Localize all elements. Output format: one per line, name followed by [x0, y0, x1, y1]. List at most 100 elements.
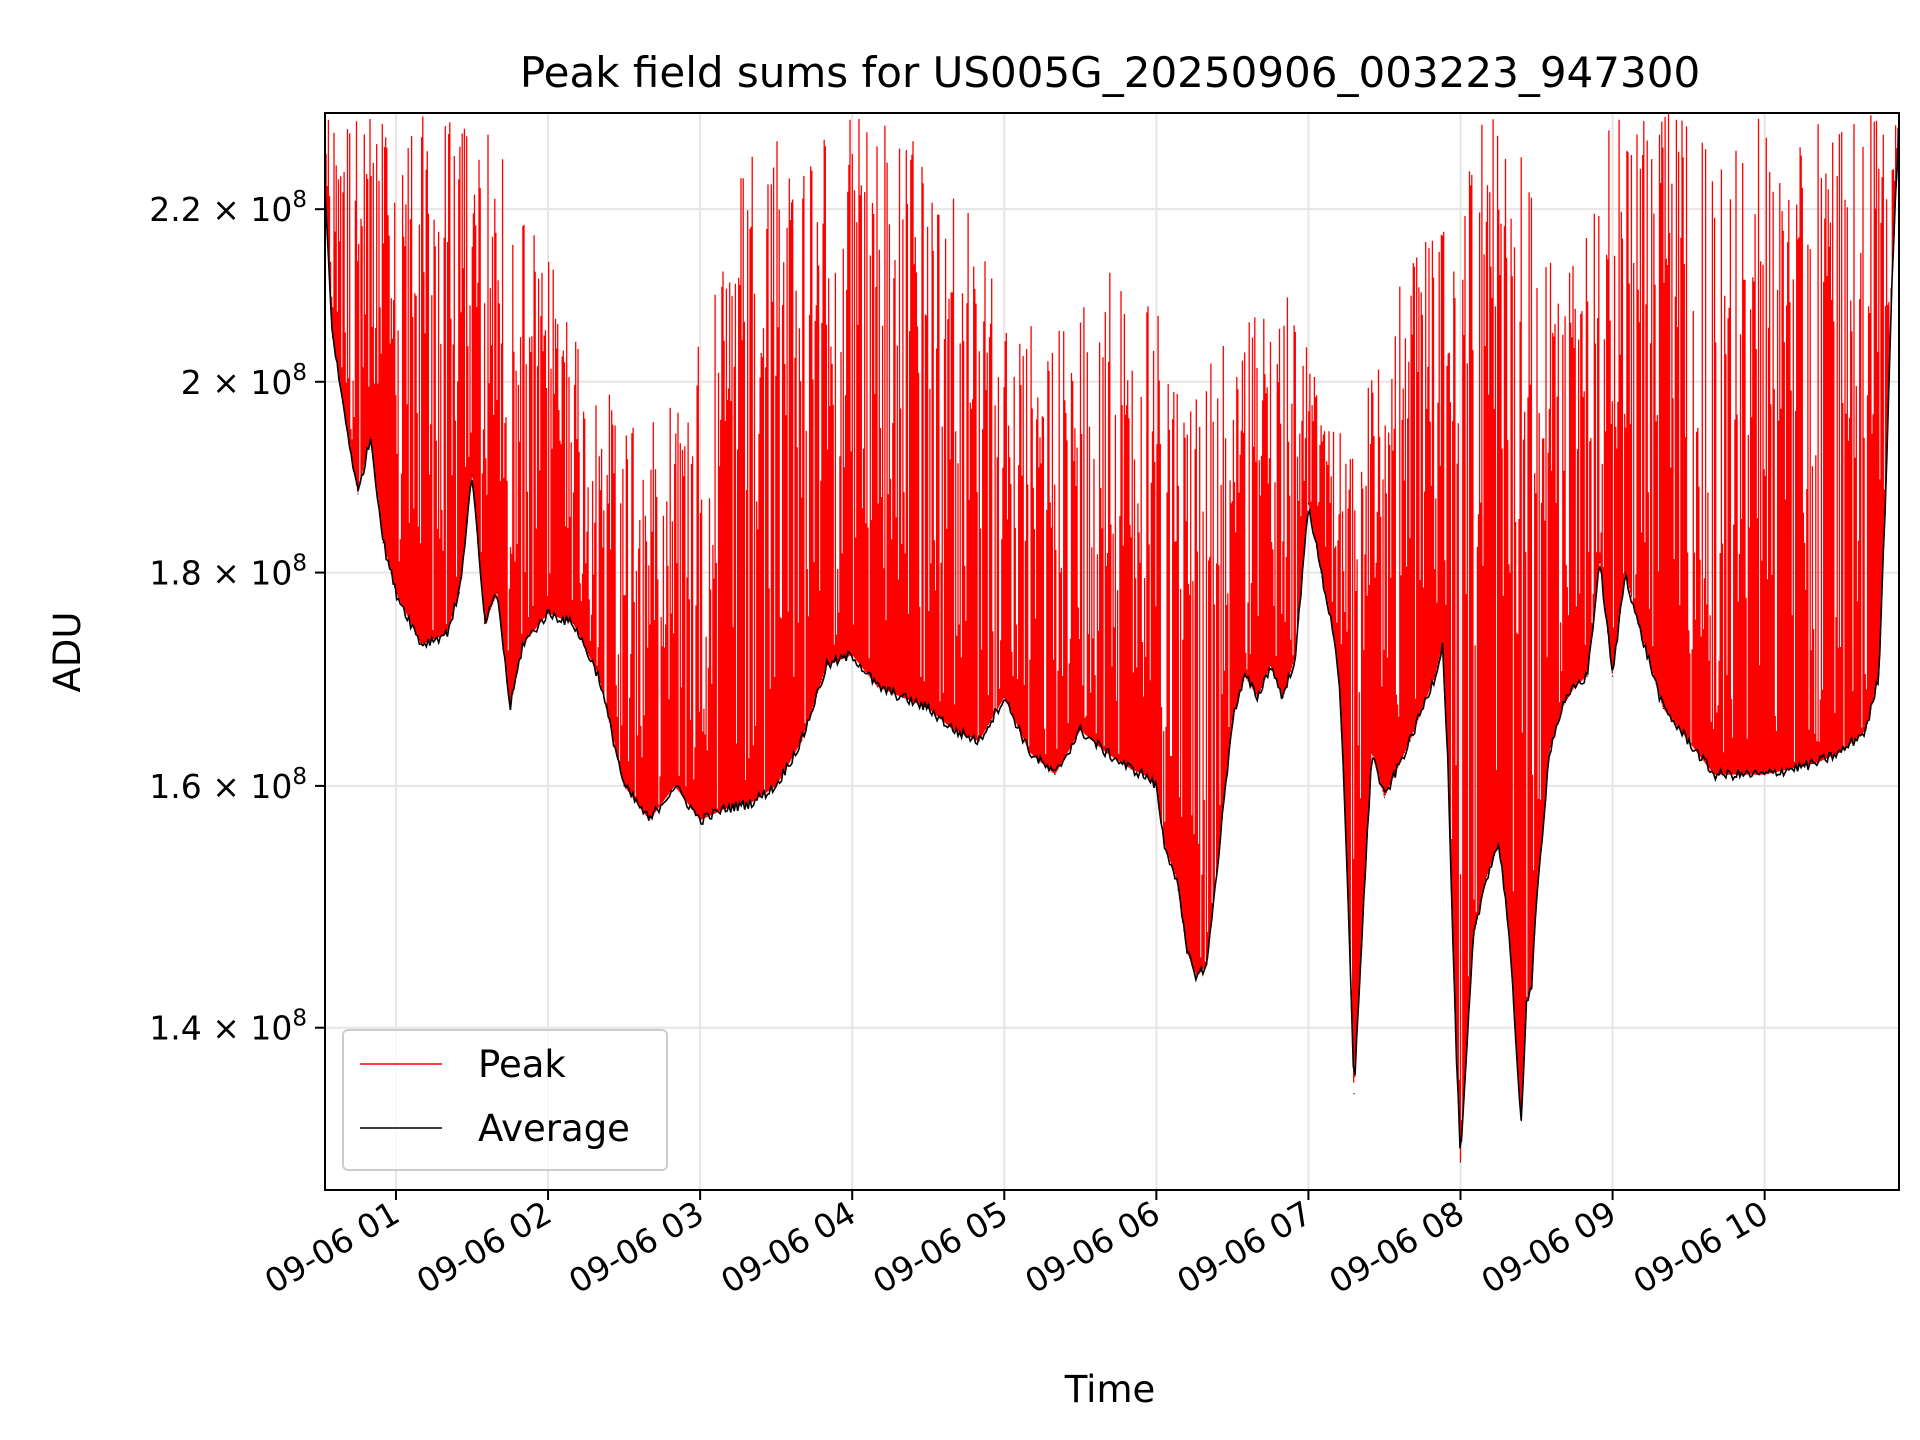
average-point — [1163, 842, 1165, 844]
average-point — [1459, 1161, 1462, 1163]
average-point — [1447, 762, 1449, 764]
average-point — [1029, 751, 1031, 753]
series-peak — [325, 114, 1899, 1162]
average-point — [344, 417, 346, 419]
average-point — [547, 612, 549, 614]
average-point — [1442, 643, 1444, 646]
average-point — [1143, 774, 1145, 776]
average-point — [420, 643, 422, 646]
average-point — [1320, 571, 1322, 574]
average-point — [1206, 963, 1208, 965]
average-point — [598, 675, 600, 677]
average-point — [1885, 474, 1887, 476]
plot-frame — [324, 112, 1900, 1191]
average-point — [775, 785, 777, 787]
y-tick-label: 2 × 108 — [181, 360, 307, 402]
series-layer — [325, 114, 1899, 1163]
average-point — [1244, 675, 1246, 677]
average-point — [1130, 768, 1132, 770]
average-point — [1878, 675, 1880, 677]
average-point — [1713, 774, 1715, 776]
average-point — [1599, 561, 1601, 564]
average-point — [1573, 686, 1576, 688]
average-point — [1662, 707, 1664, 709]
average-point — [699, 819, 701, 821]
average-point — [648, 819, 651, 821]
average-point — [395, 592, 397, 594]
average-point — [1525, 1001, 1528, 1003]
average-point — [876, 686, 879, 688]
average-point — [826, 664, 828, 667]
average-point — [978, 740, 980, 742]
average-point — [1383, 796, 1386, 798]
average-point — [1176, 878, 1178, 880]
average-point — [1343, 785, 1345, 787]
chart-title: Peak field sums for US005G_20250906_0032… — [520, 48, 1700, 97]
average-point — [724, 808, 727, 810]
average-point — [1257, 696, 1259, 699]
average-point — [1295, 654, 1297, 656]
average-point — [446, 633, 448, 635]
average-point — [1520, 1120, 1522, 1122]
average-point — [1530, 988, 1533, 990]
average-point — [1231, 718, 1233, 720]
average-point — [1003, 696, 1005, 699]
average-point — [1155, 785, 1157, 787]
average-point — [484, 623, 486, 625]
average-point — [332, 336, 334, 338]
average-point — [1434, 675, 1436, 677]
average-point — [1548, 751, 1550, 753]
average-point — [1333, 633, 1335, 635]
average-point — [382, 542, 384, 544]
average-point — [1353, 1092, 1355, 1095]
average-point — [1219, 842, 1221, 844]
average-point — [1814, 762, 1816, 764]
average-point — [1196, 976, 1198, 978]
average-point — [1348, 926, 1350, 928]
average-point — [1472, 938, 1474, 940]
average-point — [1840, 751, 1842, 753]
average-point — [509, 707, 511, 709]
average-point — [1454, 1027, 1457, 1029]
average-point — [1764, 774, 1766, 776]
y-tick-label: 1.4 × 108 — [149, 1006, 307, 1048]
average-point — [1358, 988, 1360, 990]
average-point — [522, 643, 524, 646]
average-point — [572, 623, 574, 625]
average-point — [1515, 1053, 1517, 1055]
average-point — [496, 592, 498, 594]
legend-average-label: Average — [478, 1107, 630, 1150]
legend-peak-label: Peak — [478, 1043, 566, 1086]
average-point — [370, 436, 372, 438]
y-tick-label: 1.8 × 108 — [149, 551, 307, 593]
average-point — [357, 493, 359, 495]
ticks — [315, 208, 1766, 1200]
average-point — [1738, 774, 1740, 776]
average-point — [1789, 768, 1791, 770]
average-point — [1624, 571, 1626, 574]
y-tick-label: 1.6 × 108 — [149, 764, 307, 806]
legend: Peak Average — [342, 1029, 668, 1171]
average-point — [1865, 729, 1867, 731]
average-point — [1586, 675, 1588, 677]
average-point — [1611, 675, 1614, 677]
average-point — [1617, 633, 1619, 635]
average-point — [1054, 774, 1056, 776]
series-average — [325, 120, 1899, 1149]
average-point — [1186, 951, 1188, 953]
legend-box — [342, 1029, 668, 1171]
average-point — [1637, 623, 1639, 625]
x-axis-label: Time — [1064, 1368, 1156, 1411]
average-point — [1561, 707, 1563, 709]
y-axis-label: ADU — [46, 612, 89, 693]
average-point — [1307, 502, 1310, 505]
average-point — [1510, 963, 1512, 965]
average-point — [1688, 740, 1690, 742]
average-point — [471, 474, 473, 476]
average-point — [1269, 664, 1272, 667]
y-tick-label: 2.2 × 108 — [149, 187, 307, 229]
average-point — [458, 592, 460, 594]
average-point — [902, 696, 904, 699]
average-point — [1421, 707, 1424, 709]
